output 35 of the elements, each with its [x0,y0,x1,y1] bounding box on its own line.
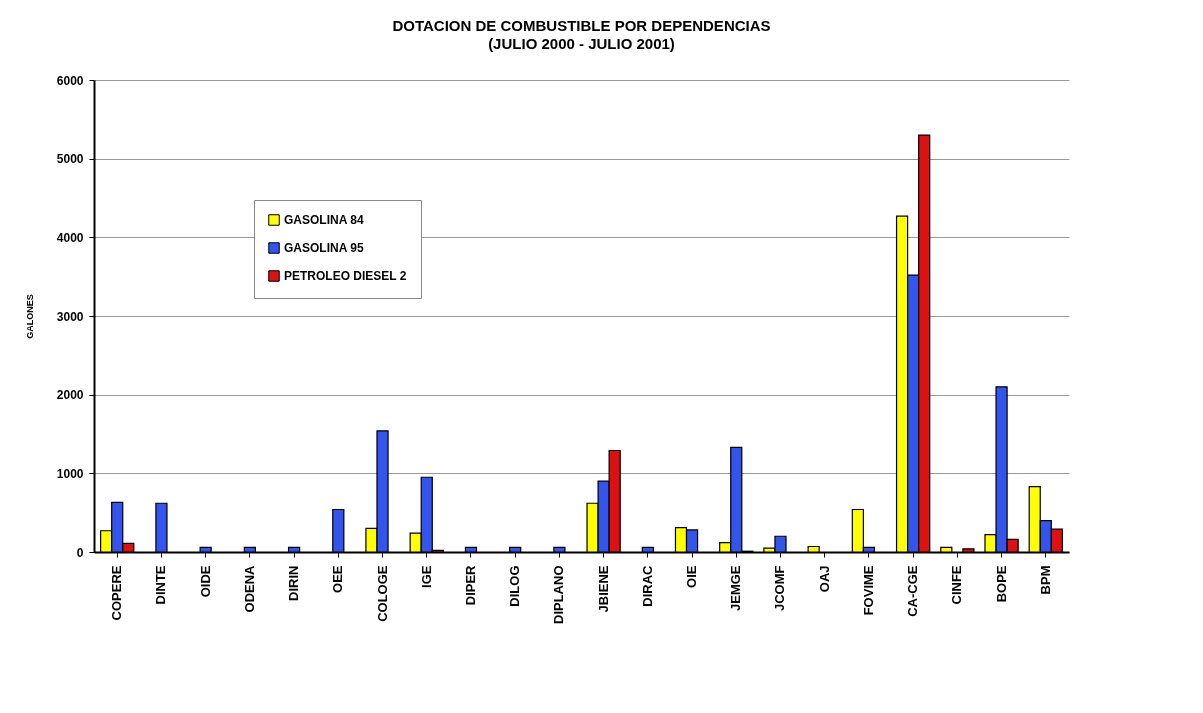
y-axis-title: GALONES [24,294,35,339]
x-tick-label: DIRAC [639,564,655,607]
x-tick-label: JCOMF [772,565,788,611]
x-tick-label: IGE [418,565,434,588]
x-tick-label: JBIENE [595,565,611,613]
x-tick-label: DINTE [153,565,169,605]
legend-label: PETROLEO DIESEL 2 [284,269,407,283]
y-tick-label: 0 [76,545,84,560]
y-tick-label: 6000 [56,73,84,88]
x-tick-label: FOVIME [860,565,876,616]
x-tick-label: BPM [1037,565,1053,595]
legend-label: GASOLINA 95 [284,241,364,255]
x-tick-label: DIRIN [286,565,302,601]
x-tick-label: BOPE [993,565,1009,603]
chart-subtitle: (JULIO 2000 - JULIO 2001) [488,35,675,52]
x-tick-label: OEE [330,565,346,593]
y-tick-label: 5000 [56,152,84,167]
y-tick-label: 4000 [56,230,84,245]
x-tick-label: DIPLANO [551,565,567,624]
x-tick-label: COLOGE [374,565,390,622]
chart-title: DOTACION DE COMBUSTIBLE POR DEPENDENCIAS [392,17,771,34]
x-tick-label: OAJ [816,565,832,593]
x-tick-label: DIPER [462,564,478,606]
x-tick-label: OIDE [197,565,213,598]
x-tick-label: CA-CGE [905,565,921,617]
x-tick-label: CINFE [949,565,965,605]
x-tick-label: COPERE [109,565,125,621]
legend-label: GASOLINA 84 [284,213,364,227]
y-tick-label: 1000 [56,466,84,481]
y-tick-label: 2000 [56,388,84,403]
x-tick-label: DILOG [507,565,523,607]
y-tick-label: 3000 [56,309,84,324]
x-tick-label: OIE [684,565,700,588]
x-tick-label: ODENA [241,564,257,613]
x-tick-label: JEMGE [728,565,744,612]
